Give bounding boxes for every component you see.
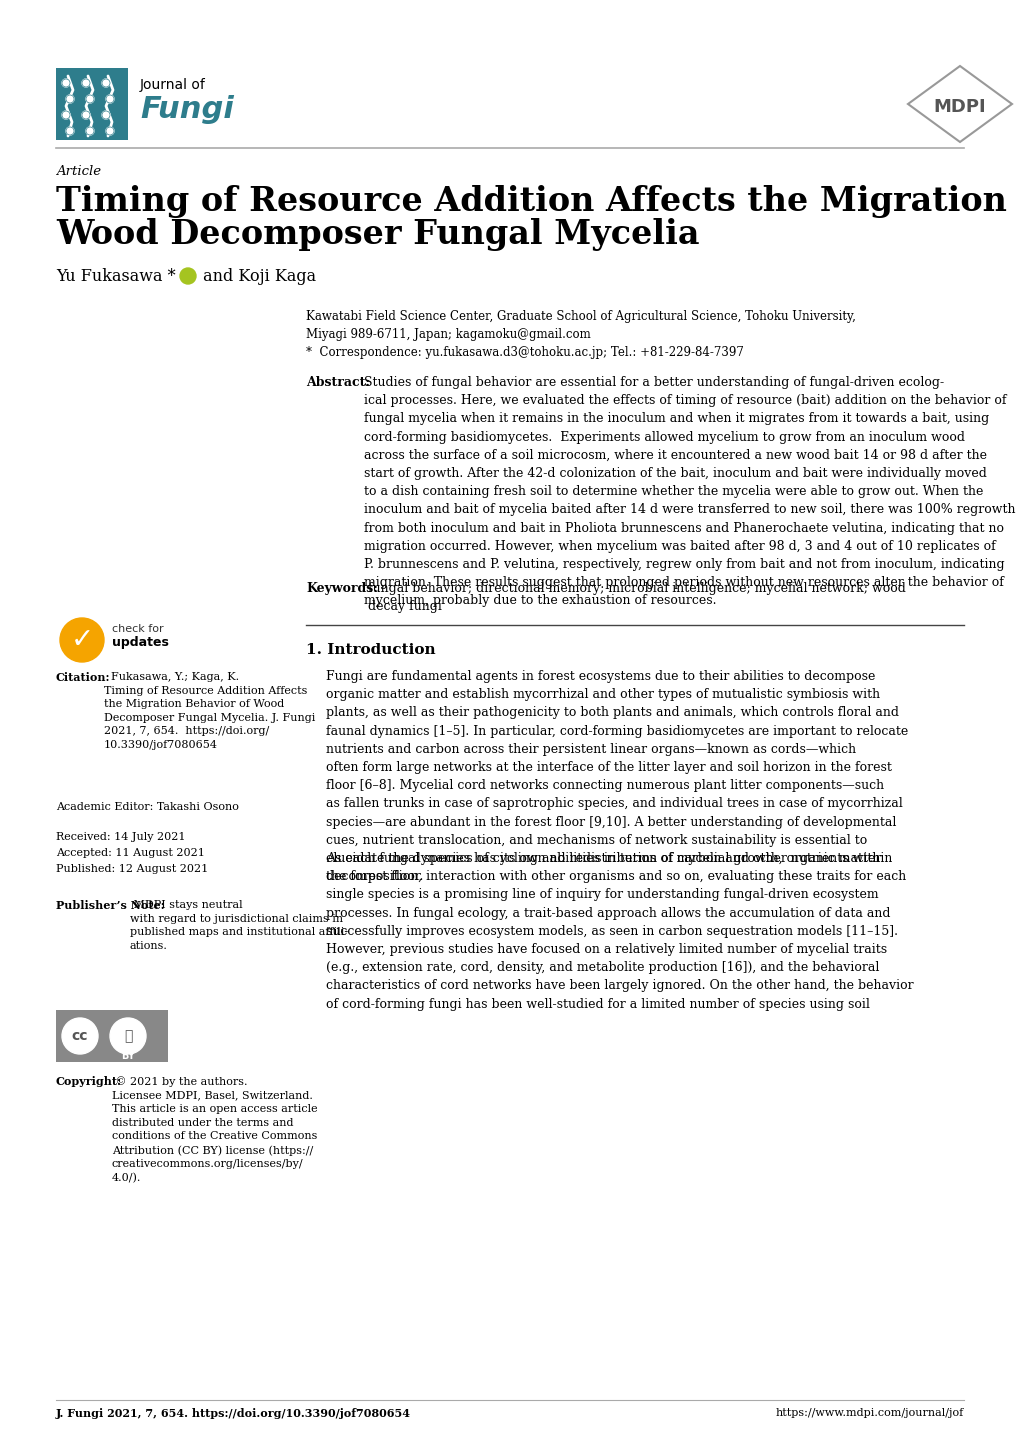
Text: Journal of: Journal of bbox=[140, 78, 206, 92]
Text: BY: BY bbox=[121, 1051, 135, 1061]
Text: As each fungal species has its own abilities in terms of mycelial growth, organi: As each fungal species has its own abili… bbox=[326, 852, 913, 1011]
Text: Abstract:: Abstract: bbox=[306, 376, 370, 389]
Text: MDPI: MDPI bbox=[932, 98, 985, 115]
Text: © 2021 by the authors.
Licensee MDPI, Basel, Switzerland.
This article is an ope: © 2021 by the authors. Licensee MDPI, Ba… bbox=[112, 1076, 317, 1184]
Circle shape bbox=[62, 79, 70, 87]
FancyBboxPatch shape bbox=[56, 68, 127, 140]
Text: check for: check for bbox=[112, 624, 163, 634]
Text: Yu Fukasawa *: Yu Fukasawa * bbox=[56, 268, 175, 286]
Text: https://www.mdpi.com/journal/jof: https://www.mdpi.com/journal/jof bbox=[775, 1407, 963, 1417]
Circle shape bbox=[86, 95, 94, 102]
Text: cc: cc bbox=[71, 1030, 89, 1043]
Circle shape bbox=[110, 1018, 146, 1054]
Text: Citation:: Citation: bbox=[56, 672, 110, 684]
Text: Received: 14 July 2021: Received: 14 July 2021 bbox=[56, 832, 185, 842]
Text: Fukasawa, Y.; Kaga, K.
Timing of Resource Addition Affects
the Migration Behavio: Fukasawa, Y.; Kaga, K. Timing of Resourc… bbox=[104, 672, 315, 750]
Circle shape bbox=[106, 95, 114, 102]
Text: Kawatabi Field Science Center, Graduate School of Agricultural Science, Tohoku U: Kawatabi Field Science Center, Graduate … bbox=[306, 310, 855, 323]
Circle shape bbox=[106, 127, 114, 136]
Circle shape bbox=[66, 127, 74, 136]
Text: Studies of fungal behavior are essential for a better understanding of fungal-dr: Studies of fungal behavior are essential… bbox=[364, 376, 1015, 607]
Circle shape bbox=[66, 95, 74, 102]
Text: Article: Article bbox=[56, 164, 101, 177]
Text: Wood Decomposer Fungal Mycelia: Wood Decomposer Fungal Mycelia bbox=[56, 218, 699, 251]
Text: 1. Introduction: 1. Introduction bbox=[306, 643, 435, 658]
Circle shape bbox=[60, 619, 104, 662]
Text: Academic Editor: Takashi Osono: Academic Editor: Takashi Osono bbox=[56, 802, 238, 812]
Circle shape bbox=[82, 79, 90, 87]
FancyBboxPatch shape bbox=[56, 1009, 168, 1061]
Circle shape bbox=[102, 111, 110, 120]
Text: Publisher’s Note:: Publisher’s Note: bbox=[56, 900, 164, 911]
Text: Miyagi 989-6711, Japan; kagamoku@gmail.com: Miyagi 989-6711, Japan; kagamoku@gmail.c… bbox=[306, 327, 590, 340]
Text: Accepted: 11 August 2021: Accepted: 11 August 2021 bbox=[56, 848, 205, 858]
Text: Published: 12 August 2021: Published: 12 August 2021 bbox=[56, 864, 208, 874]
Text: Timing of Resource Addition Affects the Migration Behavior of: Timing of Resource Addition Affects the … bbox=[56, 185, 1019, 218]
Text: Copyright:: Copyright: bbox=[56, 1076, 122, 1087]
Text: fungal behavior; directional memory; microbial intelligence; mycelial network; w: fungal behavior; directional memory; mic… bbox=[368, 583, 905, 613]
Text: and Koji Kaga: and Koji Kaga bbox=[198, 268, 316, 286]
Text: Keywords:: Keywords: bbox=[306, 583, 377, 596]
Text: iD: iD bbox=[183, 270, 193, 278]
Text: Fungi are fundamental agents in forest ecosystems due to their abilities to deco: Fungi are fundamental agents in forest e… bbox=[326, 671, 907, 883]
Text: Fungi: Fungi bbox=[140, 95, 233, 124]
Circle shape bbox=[102, 79, 110, 87]
Text: ⓑ: ⓑ bbox=[123, 1030, 132, 1043]
Circle shape bbox=[179, 268, 196, 284]
Text: *  Correspondence: yu.fukasawa.d3@tohoku.ac.jp; Tel.: +81-229-84-7397: * Correspondence: yu.fukasawa.d3@tohoku.… bbox=[306, 346, 743, 359]
Text: J. Fungi 2021, 7, 654. https://doi.org/10.3390/jof7080654: J. Fungi 2021, 7, 654. https://doi.org/1… bbox=[56, 1407, 411, 1419]
Circle shape bbox=[86, 127, 94, 136]
Text: MDPI stays neutral
with regard to jurisdictional claims in
published maps and in: MDPI stays neutral with regard to jurisd… bbox=[129, 900, 347, 950]
Text: updates: updates bbox=[112, 636, 169, 649]
Text: ✓: ✓ bbox=[70, 626, 94, 655]
Circle shape bbox=[82, 111, 90, 120]
Circle shape bbox=[62, 111, 70, 120]
Circle shape bbox=[62, 1018, 98, 1054]
